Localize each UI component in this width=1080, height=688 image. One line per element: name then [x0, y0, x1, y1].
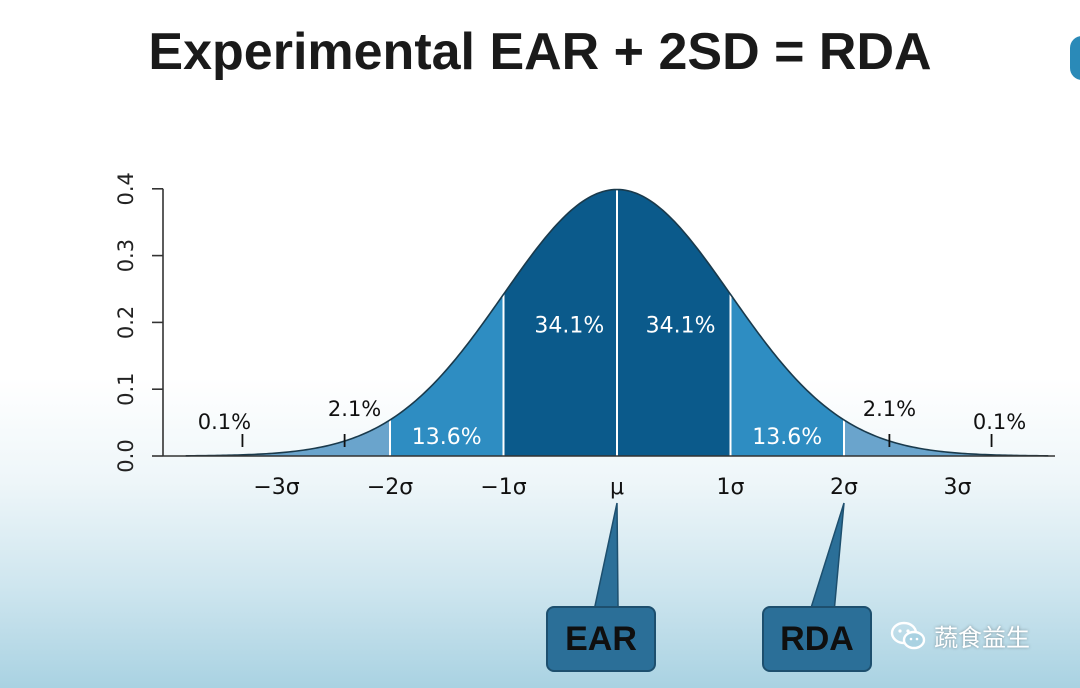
y-tick-label-0: 0.0 — [114, 439, 138, 472]
y-tick-label-4: 0.4 — [114, 172, 138, 205]
callout-pointer-ear — [592, 502, 619, 613]
tail-label-1: 2.1% — [328, 397, 381, 421]
callout-pointer-rda — [808, 502, 845, 613]
ear-callout: EAR — [546, 606, 656, 672]
tail-label-3: 0.1% — [973, 410, 1026, 434]
watermark-text: 蔬食益生 — [934, 624, 1030, 652]
inner-label-3: 13.6% — [752, 425, 822, 450]
region-0 — [185, 419, 390, 456]
wechat-icon — [890, 621, 926, 651]
watermark: 蔬食益生 — [890, 618, 1030, 653]
y-tick-label-1: 0.1 — [114, 372, 138, 405]
x-tick-label-2: −1σ — [480, 475, 526, 500]
x-tick-label-6: 3σ — [944, 475, 972, 500]
tail-label-2: 2.1% — [863, 397, 916, 421]
slide-title: Experimental EAR + 2SD = RDA — [148, 23, 932, 81]
x-tick-label-1: −2σ — [367, 475, 413, 500]
x-tick-label-5: 2σ — [830, 475, 858, 500]
region-5 — [844, 419, 1049, 456]
edge-tab — [1070, 36, 1080, 80]
x-tick-label-4: 1σ — [717, 475, 745, 500]
inner-label-0: 13.6% — [412, 425, 482, 450]
tail-label-0: 0.1% — [198, 410, 251, 434]
x-tick-label-0: −3σ — [253, 475, 299, 500]
inner-label-1: 34.1% — [534, 313, 604, 338]
inner-label-2: 34.1% — [646, 313, 716, 338]
y-tick-label-2: 0.2 — [114, 306, 138, 339]
density-curve — [185, 188, 1049, 457]
y-tick-label-3: 0.3 — [114, 239, 138, 272]
rda-callout: RDA — [762, 606, 872, 672]
x-tick-label-3: μ — [610, 475, 624, 500]
